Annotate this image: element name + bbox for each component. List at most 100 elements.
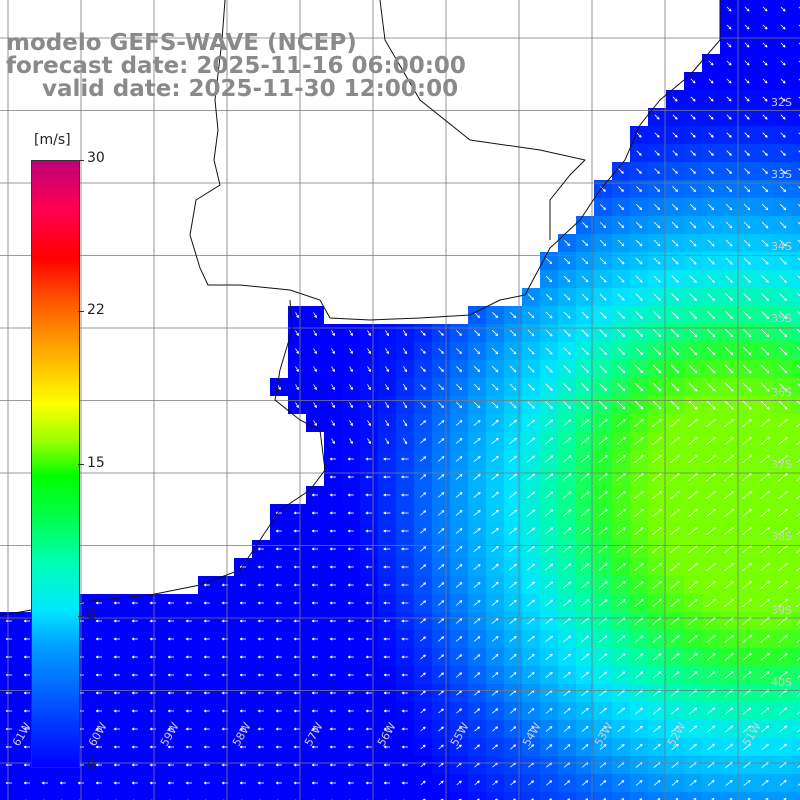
wind-arrow-head	[95, 763, 99, 767]
wind-arrow	[744, 114, 750, 120]
wind-arrow-head	[585, 279, 589, 283]
wind-arrow-head	[383, 637, 387, 641]
wind-arrow-head	[622, 472, 626, 476]
wind-cell	[792, 18, 800, 36]
wind-arrow-head	[477, 455, 481, 459]
wind-arrow-head	[149, 673, 153, 677]
wind-arrow-head	[604, 406, 608, 410]
wind-arrow-head	[603, 207, 606, 210]
wind-arrow	[778, 562, 788, 572]
wind-arrow	[670, 418, 680, 428]
wind-arrow	[563, 383, 571, 391]
wind-arrow	[473, 420, 481, 426]
wind-arrow	[563, 257, 571, 265]
wind-arrow-head	[550, 545, 554, 549]
wind-arrow-head	[95, 619, 99, 623]
wind-arrow	[742, 707, 752, 715]
wind-arrow	[437, 618, 445, 624]
wind-cell	[432, 792, 450, 800]
wind-arrow-head	[658, 316, 661, 319]
wind-arrow-head	[477, 473, 481, 477]
wind-arrow-head	[239, 673, 243, 677]
wind-arrow	[420, 726, 426, 732]
wind-arrow	[670, 544, 680, 554]
wind-arrow-head	[531, 333, 535, 337]
wind-arrow-head	[185, 691, 189, 695]
wind-arrow	[544, 509, 554, 517]
wind-arrow-head	[221, 691, 225, 695]
wind-arrow-head	[365, 637, 369, 641]
wind-arrow-head	[640, 707, 643, 711]
wind-arrow-head	[766, 388, 770, 392]
wind-arrow-head	[729, 279, 733, 283]
wind-arrow	[420, 690, 426, 696]
wind-arrow	[599, 671, 607, 679]
wind-arrow	[742, 328, 752, 338]
wind-arrow	[635, 329, 643, 337]
wind-arrow	[761, 779, 769, 787]
wind-arrow-head	[621, 707, 625, 711]
wind-arrow-head	[730, 370, 734, 374]
wind-arrow	[331, 420, 335, 426]
wind-arrow	[617, 725, 625, 733]
wind-cell	[0, 792, 18, 800]
wind-arrow-head	[730, 406, 734, 410]
wind-arrow-head	[729, 171, 732, 174]
wind-arrow-head	[347, 565, 351, 569]
wind-arrow	[509, 726, 517, 732]
wind-arrow-head	[748, 406, 752, 410]
wind-arrow-head	[257, 727, 261, 731]
wind-arrow	[760, 436, 770, 446]
wind-arrow-head	[694, 635, 698, 638]
wind-arrow	[473, 582, 481, 588]
wind-arrow	[509, 509, 517, 517]
wind-arrow-head	[459, 351, 463, 355]
wind-arrow-head	[441, 618, 445, 622]
wind-arrow-head	[639, 780, 643, 783]
wind-arrow-head	[422, 350, 426, 354]
wind-arrow	[563, 329, 571, 337]
wind-arrow	[726, 96, 732, 102]
wind-arrow-head	[476, 798, 480, 800]
wind-arrow-head	[550, 473, 554, 477]
wind-arrow	[527, 293, 535, 301]
wind-arrow	[491, 401, 499, 409]
wind-arrow-head	[766, 406, 770, 410]
wind-arrow	[744, 24, 750, 30]
wind-arrow-head	[550, 527, 554, 531]
wind-arrow-head	[603, 279, 607, 283]
lat-label: 40S	[771, 676, 792, 689]
wind-arrow-head	[766, 707, 770, 711]
wind-arrow-head	[658, 406, 662, 410]
wind-arrow	[653, 780, 661, 786]
wind-arrow	[796, 639, 800, 643]
colorbar-unit: [m/s]	[34, 132, 71, 148]
wind-arrow	[509, 365, 517, 373]
wind-arrow	[743, 743, 751, 751]
wind-arrow-head	[622, 526, 626, 530]
wind-cell	[414, 792, 432, 800]
wind-arrow-head	[423, 438, 427, 442]
wind-arrow	[743, 203, 751, 211]
wind-arrow	[671, 293, 679, 301]
wind-arrow-head	[404, 423, 408, 427]
wind-arrow	[616, 437, 626, 445]
wind-arrow	[581, 635, 589, 643]
wind-arrow	[726, 42, 732, 48]
wind-arrow-head	[639, 225, 643, 229]
wind-cell	[792, 0, 800, 18]
wind-arrow	[670, 671, 680, 679]
wind-arrow-head	[695, 454, 698, 458]
wind-arrow-head	[766, 316, 770, 320]
wind-arrow	[599, 239, 607, 247]
wind-cell	[792, 468, 800, 486]
wind-arrow-head	[441, 438, 445, 441]
wind-arrow	[331, 330, 335, 336]
wind-arrow-head	[441, 546, 445, 549]
wind-arrow-head	[676, 334, 680, 338]
wind-arrow-head	[712, 634, 716, 638]
wind-arrow-head	[149, 709, 153, 713]
wind-arrow-head	[332, 387, 335, 390]
wind-arrow-head	[167, 619, 171, 623]
wind-arrow	[456, 726, 462, 732]
